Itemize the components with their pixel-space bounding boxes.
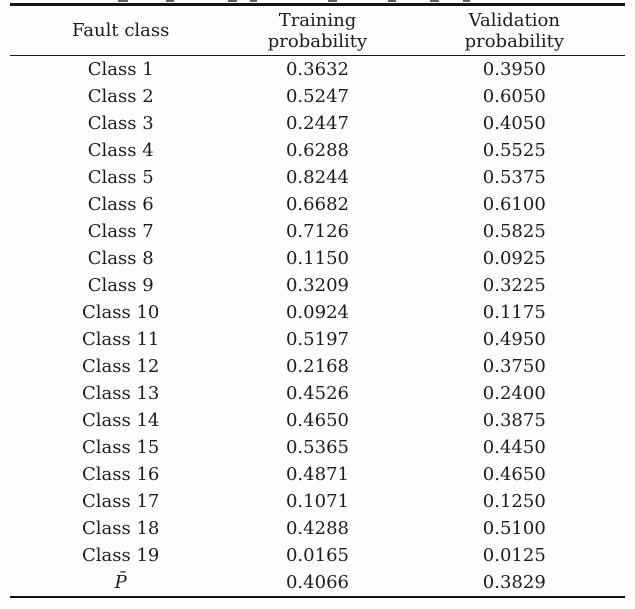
training-probability-cell: 0.6682 <box>285 194 349 215</box>
fault-class-cell: P̄ <box>114 572 127 593</box>
caption-text-remnant <box>166 0 174 2</box>
table-row: Class 7 0.7126 0.5825 <box>10 218 625 245</box>
table-row: Class 17 0.1071 0.1250 <box>10 488 625 515</box>
training-probability-cell: 0.3209 <box>285 275 349 296</box>
table-row: Class 13 0.4526 0.2400 <box>10 380 625 407</box>
training-probability-cell: 0.6288 <box>285 140 349 161</box>
validation-probability-cell: 0.3750 <box>482 356 546 377</box>
fault-probability-table: Fault class Training probability Validat… <box>10 3 625 598</box>
fault-class-cell: Class 16 <box>82 464 160 485</box>
table-row: Class 10 0.0924 0.1175 <box>10 299 625 326</box>
validation-probability-cell: 0.0125 <box>482 545 546 566</box>
col-header-fault-class: Fault class <box>10 4 232 56</box>
validation-probability-cell: 0.4050 <box>482 113 546 134</box>
fault-class-cell: Class 13 <box>82 383 160 404</box>
caption-text-remnant <box>118 0 128 2</box>
training-probability-cell: 0.4526 <box>285 383 349 404</box>
table-row: Class 2 0.5247 0.6050 <box>10 83 625 110</box>
training-probability-cell: 0.5365 <box>285 437 349 458</box>
training-probability-cell: 0.2168 <box>285 356 349 377</box>
cropped-caption-remnant <box>0 0 635 2</box>
validation-probability-cell: 0.5525 <box>482 140 546 161</box>
col-header-training-probability: Training probability <box>231 4 404 56</box>
caption-text-remnant <box>463 0 470 2</box>
fault-class-cell: Class 14 <box>82 410 160 431</box>
training-probability-cell: 0.2447 <box>285 113 349 134</box>
validation-probability-cell: 0.4450 <box>482 437 546 458</box>
table-row: Class 19 0.0165 0.0125 <box>10 542 625 569</box>
table-row: Class 5 0.8244 0.5375 <box>10 164 625 191</box>
validation-probability-cell: 0.3950 <box>482 59 546 80</box>
fault-class-cell: Class 6 <box>87 194 154 215</box>
validation-probability-cell: 0.4650 <box>482 464 546 485</box>
fault-class-cell: Class 8 <box>87 248 154 269</box>
caption-text-remnant <box>228 0 237 2</box>
table-body: Class 1 0.3632 0.3950 Class 2 0.5247 0.6050 Cl… <box>10 56 625 598</box>
training-probability-cell: 0.1150 <box>285 248 349 269</box>
fault-class-cell: Class 17 <box>82 491 160 512</box>
training-probability-cell: 0.0165 <box>285 545 349 566</box>
fault-class-cell: Class 5 <box>87 167 154 188</box>
training-probability-cell: 0.3632 <box>285 59 349 80</box>
training-probability-cell: 0.4871 <box>285 464 349 485</box>
fault-class-cell: Class 19 <box>82 545 160 566</box>
validation-probability-cell: 0.3875 <box>482 410 546 431</box>
table-row: Class 9 0.3209 0.3225 <box>10 272 625 299</box>
fault-class-cell: Class 15 <box>82 437 160 458</box>
training-probability-cell: 0.7126 <box>285 221 349 242</box>
fault-class-cell: Class 3 <box>87 113 154 134</box>
header-row: Fault class Training probability Validat… <box>10 4 625 56</box>
validation-probability-cell: 0.1250 <box>482 491 546 512</box>
training-probability-cell: 0.0924 <box>285 302 349 323</box>
table-row: Class 8 0.1150 0.0925 <box>10 245 625 272</box>
training-probability-cell: 0.5197 <box>285 329 349 350</box>
table-row: Class 15 0.5365 0.4450 <box>10 434 625 461</box>
validation-probability-cell: 0.0925 <box>482 248 546 269</box>
table-header: Fault class Training probability Validat… <box>10 4 625 56</box>
training-probability-cell: 0.5247 <box>285 86 349 107</box>
validation-probability-cell: 0.5375 <box>482 167 546 188</box>
table-row: Class 16 0.4871 0.4650 <box>10 461 625 488</box>
training-probability-cell: 0.4650 <box>285 410 349 431</box>
fault-class-cell: Class 4 <box>87 140 154 161</box>
table-row: P̄ 0.4066 0.3829 <box>10 569 625 597</box>
training-probability-cell: 0.4288 <box>285 518 349 539</box>
validation-probability-cell: 0.6050 <box>482 86 546 107</box>
table-row: Class 18 0.4288 0.5100 <box>10 515 625 542</box>
training-probability-cell: 0.8244 <box>285 167 349 188</box>
col-header-validation-probability: Validation probability <box>403 4 625 56</box>
fault-class-cell: Class 9 <box>87 275 154 296</box>
table-row: Class 14 0.4650 0.3875 <box>10 407 625 434</box>
validation-probability-cell: 0.2400 <box>482 383 546 404</box>
caption-text-remnant <box>430 0 439 2</box>
fault-class-cell: Class 10 <box>82 302 160 323</box>
caption-text-remnant <box>328 0 337 2</box>
table-row: Class 1 0.3632 0.3950 <box>10 56 625 84</box>
fault-class-cell: Class 11 <box>82 329 160 350</box>
table-row: Class 12 0.2168 0.3750 <box>10 353 625 380</box>
caption-text-remnant <box>388 0 396 2</box>
validation-probability-cell: 0.6100 <box>482 194 546 215</box>
fault-class-cell: Class 12 <box>82 356 160 377</box>
table-row: Class 3 0.2447 0.4050 <box>10 110 625 137</box>
table-row: Class 11 0.5197 0.4950 <box>10 326 625 353</box>
fault-class-cell: Class 2 <box>87 86 154 107</box>
training-probability-cell: 0.1071 <box>285 491 349 512</box>
table-row: Class 4 0.6288 0.5525 <box>10 137 625 164</box>
caption-text-remnant <box>250 0 257 2</box>
table-row: Class 6 0.6682 0.6100 <box>10 191 625 218</box>
validation-probability-cell: 0.3225 <box>482 275 546 296</box>
validation-probability-cell: 0.4950 <box>482 329 546 350</box>
validation-probability-cell: 0.5100 <box>482 518 546 539</box>
fault-class-cell: Class 7 <box>87 221 154 242</box>
training-probability-cell: 0.4066 <box>285 572 349 593</box>
fault-class-cell: Class 1 <box>87 59 154 80</box>
validation-probability-cell: 0.3829 <box>482 572 546 593</box>
fault-class-cell: Class 18 <box>82 518 160 539</box>
validation-probability-cell: 0.1175 <box>482 302 546 323</box>
validation-probability-cell: 0.5825 <box>482 221 546 242</box>
